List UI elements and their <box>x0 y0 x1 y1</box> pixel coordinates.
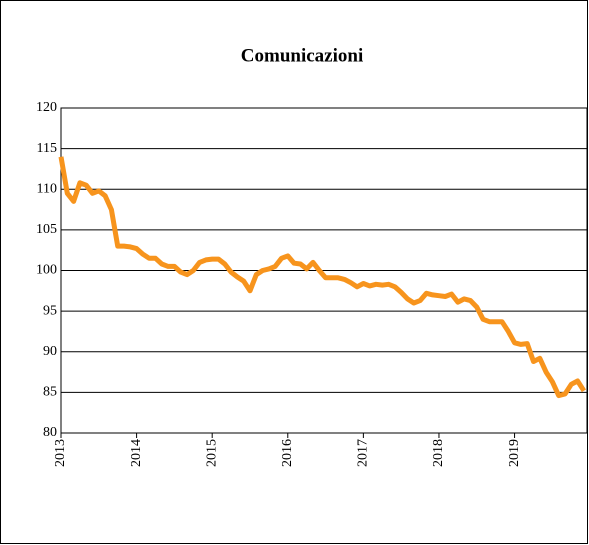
y-tick-label: 105 <box>36 222 57 237</box>
x-tick-label: 2016 <box>280 439 295 467</box>
chart-title: Comunicazioni <box>241 45 363 66</box>
y-tick-label: 80 <box>43 425 57 440</box>
y-tick-label: 100 <box>36 263 57 278</box>
y-tick-label: 110 <box>37 181 57 196</box>
x-tick-label: 2017 <box>356 439 371 467</box>
y-tick-label: 95 <box>43 303 57 318</box>
x-tick-label: 2019 <box>507 439 522 467</box>
x-tick-label: 2015 <box>204 439 219 467</box>
x-tick-label: 2013 <box>53 439 68 467</box>
line <box>58 156 587 399</box>
y-tick-label: 85 <box>43 385 57 400</box>
plot-frame <box>60 107 588 434</box>
x-tick-label: 2018 <box>431 439 446 467</box>
y-tick-label: 115 <box>37 141 57 156</box>
y-tick-label: 120 <box>36 100 57 115</box>
y-tick-label: 90 <box>43 344 57 359</box>
x-tick-label: 2014 <box>129 439 144 467</box>
